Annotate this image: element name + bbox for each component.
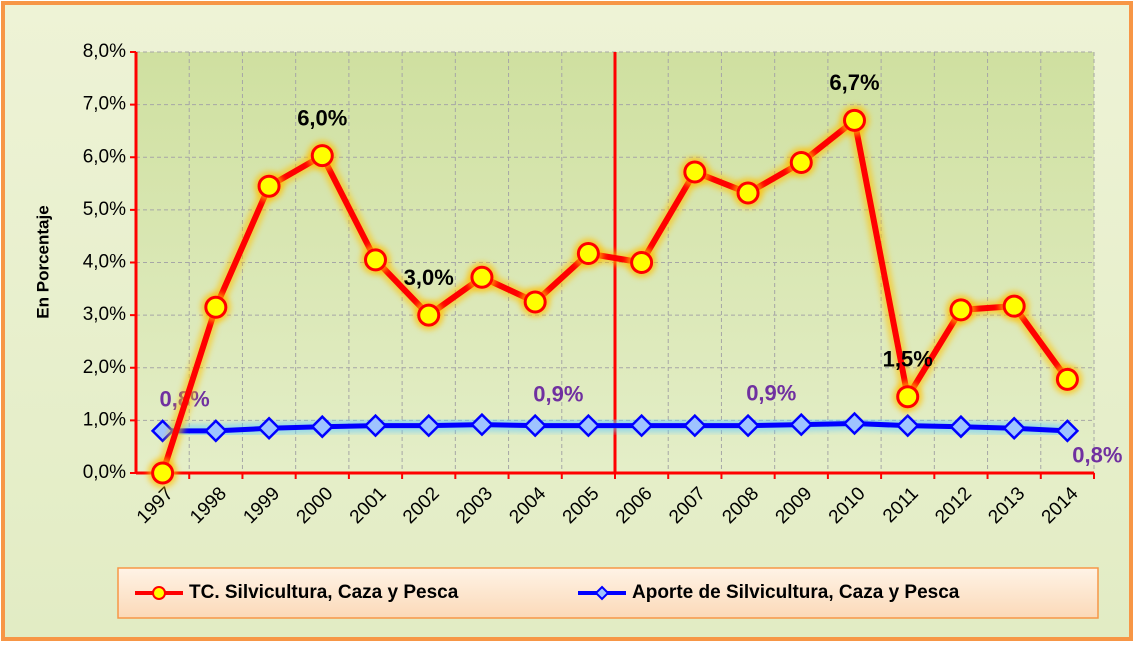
y-tick-label: 1,0% xyxy=(83,409,126,430)
marker xyxy=(417,303,441,327)
marker xyxy=(363,413,388,438)
data-label: 3,0% xyxy=(404,265,454,290)
data-label: 0,9% xyxy=(533,381,583,406)
legend-marker xyxy=(594,585,610,601)
marker xyxy=(949,298,973,322)
marker xyxy=(1055,419,1080,443)
marker xyxy=(576,242,600,266)
y-tick-label: 5,0% xyxy=(83,199,126,220)
y-tick-label: 2,0% xyxy=(83,357,126,378)
marker xyxy=(310,414,335,439)
marker xyxy=(1002,416,1026,441)
marker xyxy=(630,251,654,274)
marker xyxy=(895,413,920,438)
marker xyxy=(1002,294,1026,318)
marker xyxy=(789,151,813,175)
marker xyxy=(204,295,228,319)
data-label: 0,9% xyxy=(746,380,796,405)
marker xyxy=(736,181,760,205)
marker xyxy=(364,248,387,272)
data-label: 6,0% xyxy=(297,105,347,130)
legend-marker xyxy=(152,586,166,600)
marker xyxy=(683,413,707,438)
marker xyxy=(310,144,334,168)
y-tick-label: 6,0% xyxy=(83,146,126,167)
data-label: 0,8% xyxy=(1072,443,1122,468)
marker xyxy=(204,419,228,443)
marker xyxy=(736,413,760,438)
marker xyxy=(523,290,547,314)
marker xyxy=(470,412,494,437)
data-label: 1,5% xyxy=(883,347,933,372)
legend-label: Aporte de Silvicultura, Caza y Pesca xyxy=(632,582,960,603)
marker xyxy=(470,265,494,289)
y-tick-label: 0,0% xyxy=(83,462,126,483)
marker xyxy=(789,412,814,437)
marker xyxy=(416,413,441,438)
y-tick-label: 3,0% xyxy=(83,304,126,325)
y-axis-label: En Porcentaje xyxy=(33,205,52,318)
marker xyxy=(842,411,867,436)
marker xyxy=(683,160,707,184)
y-tick-label: 4,0% xyxy=(83,252,126,273)
marker xyxy=(151,461,175,485)
marker xyxy=(1055,367,1079,391)
marker xyxy=(257,416,281,441)
legend-label: TC. Silvicultura, Caza y Pesca xyxy=(189,582,459,603)
marker xyxy=(576,413,601,438)
marker xyxy=(949,414,973,439)
marker xyxy=(523,413,547,438)
y-tick-label: 7,0% xyxy=(83,94,126,115)
y-tick-label: 8,0% xyxy=(83,41,126,62)
marker xyxy=(843,108,866,132)
data-label: 6,7% xyxy=(829,70,879,95)
marker xyxy=(257,174,281,198)
marker xyxy=(896,385,920,409)
marker xyxy=(629,413,654,438)
